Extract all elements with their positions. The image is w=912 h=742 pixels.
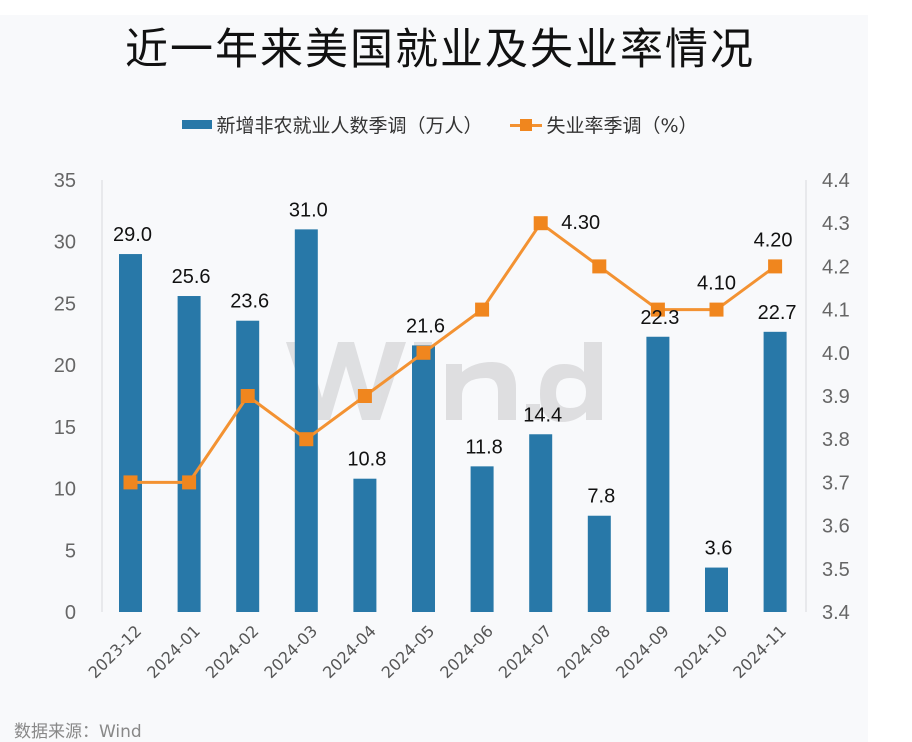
line-data-label: 4.10 [697, 273, 736, 295]
legend: 新增非农就业人数季调（万人） 失业率季调（%） [0, 111, 880, 138]
bar-data-label: 25.6 [172, 266, 211, 288]
line-marker-unemployment [416, 345, 431, 360]
x-axis-tick-label: 2024-10 [671, 621, 732, 682]
line-data-label: 4.30 [561, 212, 600, 234]
x-axis-tick-label: 2024-11 [729, 621, 790, 682]
chart-title: 近一年来美国就业及失业率情况 [125, 25, 755, 75]
x-axis-tick-label: 2024-02 [202, 621, 263, 682]
legend-label-payrolls: 新增非农就业人数季调（万人） [216, 115, 483, 137]
bar-data-label: 23.6 [230, 291, 269, 313]
left-axis-tick-label: 5 [65, 540, 76, 562]
bar-data-label: 11.8 [465, 436, 502, 458]
source-note: 数据来源：Wind [14, 722, 142, 742]
right-axis-tick-label: 3.6 [822, 516, 850, 538]
bar-payrolls [294, 229, 318, 612]
bar-payrolls [236, 320, 260, 612]
line-marker-unemployment [650, 302, 665, 317]
bar-data-label: 14.4 [523, 404, 562, 426]
left-axis-tick-label: 25 [54, 293, 76, 315]
watermark-glyph-n [446, 362, 516, 420]
bar-data-label: 21.6 [406, 315, 445, 337]
bar-payrolls [353, 478, 377, 612]
legend-line-marker-swatch [510, 118, 543, 132]
bar-data-label: 7.8 [587, 486, 615, 508]
right-axis-tick-label: 3.8 [822, 429, 850, 451]
bar-data-label: 22.3 [640, 307, 679, 329]
bar-payrolls [412, 345, 435, 612]
line-marker-unemployment [592, 259, 607, 274]
line-marker-unemployment [709, 302, 724, 317]
legend-item-payrolls: 新增非农就业人数季调（万人） [182, 111, 482, 138]
line-marker-unemployment [182, 475, 197, 490]
left-axis-tick-label: 20 [54, 355, 76, 377]
right-axis-tick-label: 4.4 [822, 170, 850, 192]
bar-data-label: 22.7 [758, 302, 797, 324]
bar-data-label: 31.0 [289, 199, 328, 221]
bar-payrolls [529, 434, 553, 612]
right-axis-tick-label: 3.4 [822, 602, 850, 624]
x-axis-tick-label: 2024-06 [436, 621, 497, 682]
right-axis-tick-label: 4.1 [822, 300, 850, 322]
watermark-glyph-d [540, 342, 602, 422]
x-axis-tick-label: 2024-07 [495, 621, 556, 682]
line-marker-unemployment [768, 259, 783, 274]
x-axis-tick-label: 2024-03 [260, 621, 321, 682]
bar-data-label: 10.8 [347, 449, 386, 471]
left-axis-tick-label: 35 [54, 170, 76, 192]
right-axis-tick-label: 3.7 [822, 472, 850, 494]
right-axis-tick-label: 4.0 [822, 343, 850, 365]
left-axis-tick-label: 30 [54, 232, 76, 254]
x-axis-tick-label: 2024-01 [143, 621, 204, 682]
bar-payrolls [587, 515, 611, 612]
left-axis-tick-label: 15 [54, 417, 76, 439]
line-marker-unemployment [533, 216, 548, 231]
bar-payrolls [763, 331, 787, 612]
left-axis-tick-label: 10 [54, 479, 76, 501]
bar-payrolls [705, 567, 728, 612]
line-marker-unemployment [357, 389, 372, 403]
bar-data-label: 3.6 [705, 538, 733, 560]
line-data-label: 4.20 [754, 229, 793, 251]
legend-bar-swatch [182, 120, 213, 129]
line-unemployment-rate [130, 221, 776, 484]
legend-label-unemployment: 失业率季调（%） [546, 115, 698, 137]
line-marker-unemployment [475, 302, 490, 317]
x-axis-tick-label: 2023-12 [85, 621, 146, 682]
line-marker-unemployment [123, 475, 138, 490]
bar-payrolls [646, 336, 670, 612]
right-axis-tick-label: 3.5 [822, 559, 850, 581]
watermark-glyph-dot [526, 404, 540, 420]
right-axis-tick-label: 3.9 [822, 386, 850, 408]
legend-item-unemployment: 失业率季调（%） [510, 111, 698, 138]
bar-payrolls [177, 296, 201, 612]
bar-payrolls [470, 466, 494, 612]
x-axis-tick-label: 2024-08 [553, 621, 614, 682]
left-axis-tick-label: 0 [65, 602, 76, 624]
x-axis-tick-label: 2024-04 [319, 621, 380, 682]
line-marker-unemployment [240, 389, 255, 403]
x-axis-tick-label: 2024-05 [378, 621, 439, 682]
right-axis-tick-label: 4.2 [822, 256, 850, 278]
x-axis-tick-label: 2024-09 [612, 621, 673, 682]
line-marker-unemployment [299, 432, 314, 447]
bar-data-label: 29.0 [113, 224, 152, 246]
bar-payrolls [119, 254, 142, 613]
right-axis-tick-label: 4.3 [822, 213, 850, 235]
